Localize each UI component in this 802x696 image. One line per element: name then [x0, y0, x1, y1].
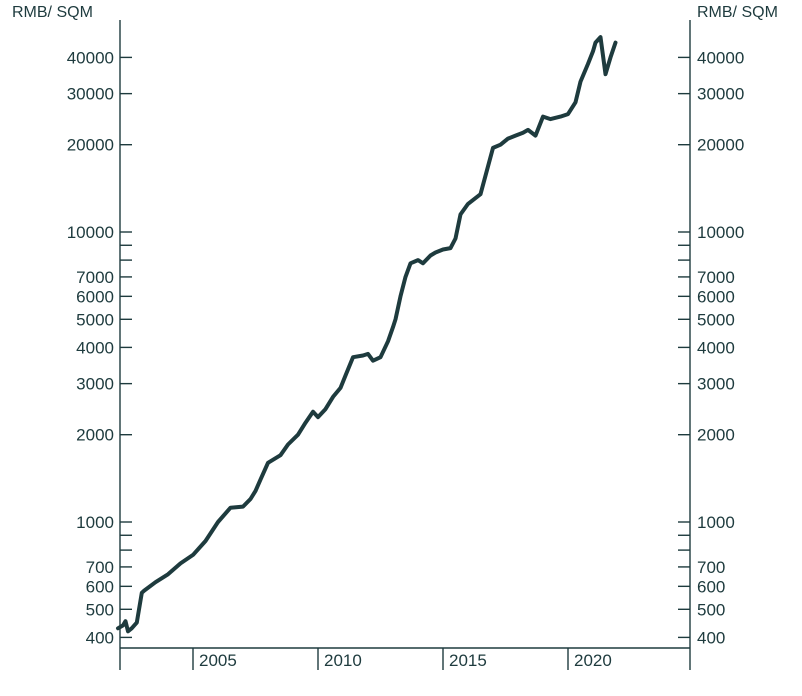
y-tick-label-right: 1000	[697, 513, 735, 532]
y-tick-label-left: 10000	[67, 223, 114, 242]
x-tick-label: 2015	[449, 651, 487, 670]
y-tick-label-left: 7000	[76, 268, 114, 287]
y-tick-label-right: 40000	[697, 48, 744, 67]
y-tick-label-left: 2000	[76, 426, 114, 445]
y-tick-label-right: 2000	[697, 426, 735, 445]
y-tick-label-right: 3000	[697, 375, 735, 394]
y-tick-label-right: 4000	[697, 338, 735, 357]
y-tick-label-right: 6000	[697, 287, 735, 306]
y-tick-label-right: 400	[697, 628, 725, 647]
y-tick-label-right: 7000	[697, 268, 735, 287]
x-tick-label: 2005	[199, 651, 237, 670]
y-tick-label-left: 4000	[76, 338, 114, 357]
y-tick-label-left: 500	[86, 600, 114, 619]
y-tick-label-left: 30000	[67, 85, 114, 104]
y-tick-label-left: 1000	[76, 513, 114, 532]
y-tick-label-right: 600	[697, 577, 725, 596]
x-tick-label: 2020	[574, 651, 612, 670]
y-axis-unit-right: RMB/ SQM	[697, 4, 778, 21]
series-line	[116, 35, 618, 634]
x-tick-label: 2010	[324, 651, 362, 670]
y-tick-label-right: 20000	[697, 136, 744, 155]
y-tick-label-right: 5000	[697, 310, 735, 329]
y-tick-label-left: 40000	[67, 48, 114, 67]
y-tick-label-right: 30000	[697, 85, 744, 104]
y-tick-label-right: 700	[697, 558, 725, 577]
y-axis-unit-left: RMB/ SQM	[12, 4, 93, 21]
y-tick-label-left: 600	[86, 577, 114, 596]
y-tick-label-right: 500	[697, 600, 725, 619]
y-tick-label-right: 10000	[697, 223, 744, 242]
y-tick-label-left: 400	[86, 628, 114, 647]
y-tick-label-left: 6000	[76, 287, 114, 306]
y-tick-label-left: 20000	[67, 136, 114, 155]
y-tick-label-left: 700	[86, 558, 114, 577]
y-tick-label-left: 3000	[76, 375, 114, 394]
y-tick-label-left: 5000	[76, 310, 114, 329]
